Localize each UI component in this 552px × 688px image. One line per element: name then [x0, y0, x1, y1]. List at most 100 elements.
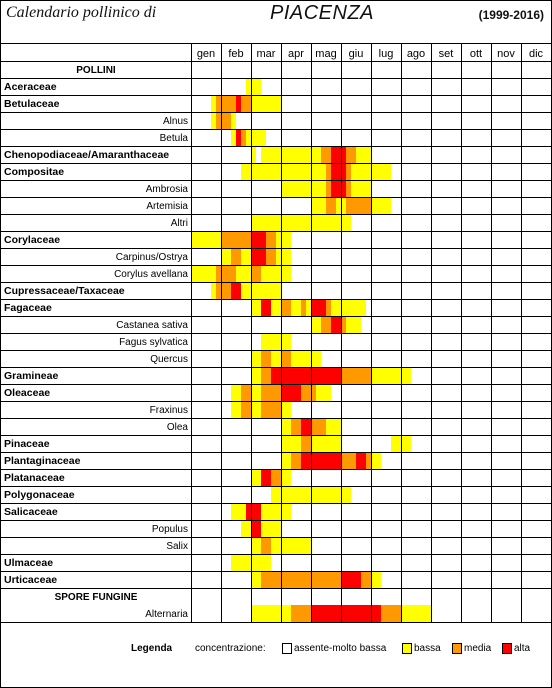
- heat-cell: [341, 214, 346, 231]
- heat-cell: [266, 605, 271, 622]
- heat-cell: [281, 214, 286, 231]
- heat-cell: [231, 112, 236, 129]
- month-header-giu: giu: [349, 48, 364, 60]
- heat-cell: [281, 571, 286, 588]
- heat-cell: [286, 299, 291, 316]
- heat-cell: [271, 401, 276, 418]
- heat-cell: [251, 214, 256, 231]
- heat-cell: [251, 503, 256, 520]
- heat-cell: [291, 214, 296, 231]
- heat-cell: [376, 163, 381, 180]
- heat-cell: [256, 163, 261, 180]
- legend-title: Legenda: [131, 643, 173, 654]
- row-label: Fagus sylvatica: [119, 337, 188, 348]
- row-label: Altri: [171, 218, 188, 229]
- heat-cell: [276, 231, 281, 248]
- heat-cell: [221, 231, 226, 248]
- heat-cell: [271, 163, 276, 180]
- heat-cell: [276, 537, 281, 554]
- heat-cell: [346, 571, 351, 588]
- heat-cell: [306, 452, 311, 469]
- heat-cell: [241, 554, 246, 571]
- heat-cell: [301, 384, 306, 401]
- heat-cell: [276, 605, 281, 622]
- heat-cell: [266, 265, 271, 282]
- heat-cell: [331, 299, 336, 316]
- heat-cell: [341, 486, 346, 503]
- heat-cell: [271, 605, 276, 622]
- heat-cell: [241, 282, 246, 299]
- heat-cell: [316, 350, 321, 367]
- row-label: Ulmaceae: [4, 557, 53, 569]
- heat-cell: [251, 95, 256, 112]
- heat-cell: [281, 265, 286, 282]
- row-label: Betulaceae: [4, 98, 60, 110]
- heat-cell: [316, 435, 321, 452]
- heat-cell: [311, 146, 316, 163]
- heat-cell: [281, 146, 286, 163]
- heat-cell: [286, 486, 291, 503]
- heat-cell: [291, 367, 296, 384]
- heat-cell: [326, 299, 331, 316]
- heat-cell: [326, 163, 331, 180]
- heat-cell: [296, 214, 301, 231]
- row-label: Salix: [166, 541, 188, 552]
- heat-cell: [241, 95, 246, 112]
- heat-cell: [271, 367, 276, 384]
- heat-cell: [326, 486, 331, 503]
- heat-cell: [386, 197, 391, 214]
- heat-cell: [271, 95, 276, 112]
- heat-cell: [241, 231, 246, 248]
- heat-cell: [251, 129, 256, 146]
- heat-cell: [371, 571, 376, 588]
- month-header-ott: ott: [470, 48, 482, 60]
- heat-cell: [271, 520, 276, 537]
- heat-cell: [241, 503, 246, 520]
- heat-cell: [296, 367, 301, 384]
- heat-cell: [266, 367, 271, 384]
- heat-cell: [246, 78, 251, 95]
- heat-cell: [316, 418, 321, 435]
- heat-cell: [261, 520, 266, 537]
- heat-cell: [226, 231, 231, 248]
- heat-cell: [236, 554, 241, 571]
- heat-cell: [311, 163, 316, 180]
- heat-cell: [361, 299, 366, 316]
- heat-cell: [301, 486, 306, 503]
- heat-cell: [231, 248, 236, 265]
- heat-cell: [211, 282, 216, 299]
- heat-cell: [351, 452, 356, 469]
- heat-cell: [391, 435, 396, 452]
- heat-cell: [386, 605, 391, 622]
- heat-cell: [286, 231, 291, 248]
- heat-cell: [276, 384, 281, 401]
- heat-cell: [346, 197, 351, 214]
- heat-cell: [206, 265, 211, 282]
- heat-cell: [356, 299, 361, 316]
- heat-cell: [266, 401, 271, 418]
- heat-cell: [251, 282, 256, 299]
- heat-cell: [281, 503, 286, 520]
- heat-cell: [301, 537, 306, 554]
- heat-cell: [391, 367, 396, 384]
- heat-cell: [336, 316, 341, 333]
- heat-cell: [256, 520, 261, 537]
- heat-cell: [266, 299, 271, 316]
- heat-cell: [281, 537, 286, 554]
- heat-cell: [226, 95, 231, 112]
- heat-cell: [286, 180, 291, 197]
- heat-cell: [286, 163, 291, 180]
- heat-cell: [281, 299, 286, 316]
- heat-cell: [266, 384, 271, 401]
- heat-cell: [341, 316, 346, 333]
- heat-cell: [311, 571, 316, 588]
- heat-cell: [341, 163, 346, 180]
- heat-cell: [256, 367, 261, 384]
- heat-cell: [246, 265, 251, 282]
- heat-cell: [321, 384, 326, 401]
- legend-swatch-low: [402, 643, 412, 654]
- row-label: Quercus: [150, 354, 188, 365]
- heat-cell: [346, 316, 351, 333]
- month-header-feb: feb: [228, 48, 243, 60]
